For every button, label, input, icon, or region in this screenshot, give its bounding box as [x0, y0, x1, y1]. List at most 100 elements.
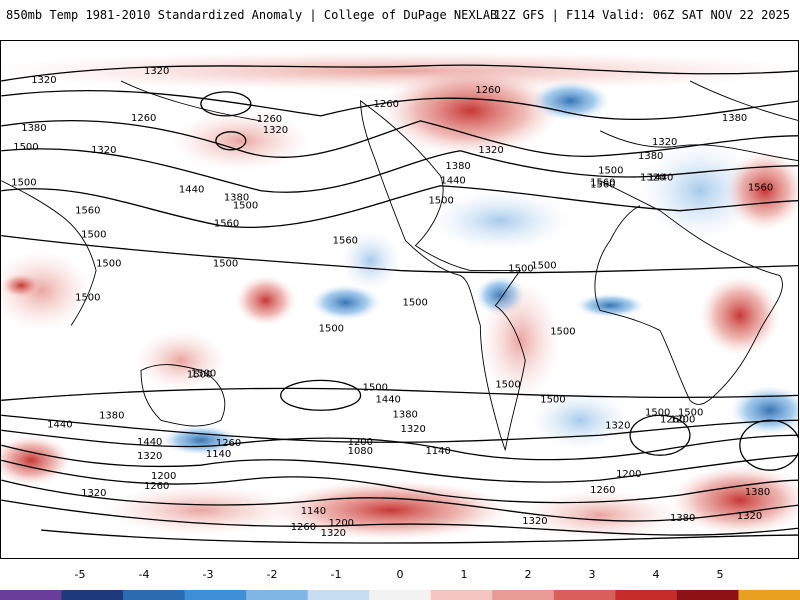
contour-label: 1500 — [213, 259, 238, 270]
colorbar-tick-label: -4 — [138, 568, 150, 581]
contour-label: 1380 — [745, 487, 770, 498]
colorbar-segment — [246, 590, 309, 600]
contour-label: 1380 — [638, 151, 663, 162]
contour-label: 1500 — [13, 142, 38, 153]
height-contours — [1, 64, 798, 544]
contour-label: 1500 — [233, 201, 258, 212]
contour-label: 1440 — [440, 176, 465, 187]
colorbar-segment — [615, 590, 678, 600]
contour-label: 1140 — [301, 506, 326, 517]
contour-label: 1440 — [648, 173, 673, 184]
colorbar-segment — [430, 590, 493, 600]
colorbar-tick-label: 2 — [524, 568, 532, 581]
colorbar-segment — [553, 590, 616, 600]
contour-label: 1140 — [206, 449, 231, 460]
colorbar-segment — [61, 590, 124, 600]
map-title: 850mb Temp 1981-2010 Standardized Anomal… — [6, 8, 498, 22]
contour-label: 1200 — [670, 414, 695, 425]
contour-label: 1320 — [401, 424, 426, 435]
contour-label: 1320 — [522, 516, 547, 527]
contour-label: 1560 — [214, 219, 239, 230]
colorbar-tick-label: -1 — [330, 568, 342, 581]
model-run-info: 12Z GFS | F114 Valid: 06Z SAT NOV 22 202… — [493, 8, 790, 22]
contour-label: 1500 — [495, 379, 520, 390]
contour-label: 1320 — [31, 75, 56, 86]
colorbar-segment — [369, 590, 432, 600]
contour-label: 1560 — [590, 178, 615, 189]
contour-label: 1500 — [645, 407, 670, 418]
colorbar-segment — [123, 590, 186, 600]
contour-label: 1260 — [590, 485, 615, 496]
contour-label: 1500 — [11, 178, 36, 189]
colorbar-tick-label: 0 — [396, 568, 404, 581]
contour-label: 1320 — [91, 145, 116, 156]
anomaly-shading — [1, 50, 798, 541]
contour-label: 1500 — [428, 196, 453, 207]
contour-label: 1320 — [81, 488, 106, 499]
contour-label: 1260 — [291, 522, 316, 533]
contour-label: 1500 — [187, 369, 212, 380]
contour-label: 1200 — [329, 518, 354, 529]
contour-label: 1500 — [550, 326, 575, 337]
colorbar-tick-label: 1 — [460, 568, 468, 581]
contour-label: 1380 — [445, 161, 470, 172]
anomaly-map: 1320 1320 1260 1380 1500 1320 1260 1320 … — [0, 40, 799, 559]
contour-label: 1500 — [96, 259, 121, 270]
contour-label: 1380 — [99, 410, 124, 421]
contour-label: 1500 — [598, 166, 623, 177]
colorbar-segment — [492, 590, 555, 600]
header: 850mb Temp 1981-2010 Standardized Anomal… — [0, 0, 800, 30]
contour-label: 1500 — [81, 230, 106, 241]
contour-label: 1380 — [21, 123, 46, 134]
contour-label: 1320 — [652, 137, 677, 148]
contour-label: 1320 — [144, 66, 169, 77]
contour-label: 1320 — [321, 528, 346, 539]
contour-label: 1500 — [508, 264, 533, 275]
colorbar-tick-label: -3 — [202, 568, 214, 581]
contour-label: 1500 — [319, 323, 344, 334]
contour-label: 1200 — [616, 469, 641, 480]
colorbar-tick-label: -5 — [74, 568, 86, 581]
contour-label: 1260 — [660, 414, 685, 425]
contour-label: 1260 — [257, 114, 282, 125]
colorbar-tick-label: 4 — [652, 568, 660, 581]
contour-label: 1500 — [75, 293, 100, 304]
contour-label: 1320 — [605, 420, 630, 431]
contour-label: 1320 — [640, 173, 665, 184]
contour-label: 1380 — [722, 113, 747, 124]
contour-label: 1260 — [374, 99, 399, 110]
contour-label: 1500 — [678, 407, 703, 418]
contour-label: 1200 — [151, 471, 176, 482]
contour-label: 1440 — [179, 185, 204, 196]
contour-label: 1440 — [47, 419, 72, 430]
contour-label: 1560 — [590, 180, 615, 191]
colorbar-segment — [307, 590, 370, 600]
contour-label: 1440 — [376, 394, 401, 405]
colorbar-tick-label: 3 — [588, 568, 596, 581]
colorbar-bar — [0, 590, 800, 600]
contour-label: 1560 — [748, 183, 773, 194]
map-svg: 1320 1320 1260 1380 1500 1320 1260 1320 … — [1, 50, 798, 544]
contour-label: 1380 — [670, 513, 695, 524]
contour-label: 1500 — [402, 297, 427, 308]
contour-label: 1140 — [425, 446, 450, 457]
contour-label: 1260 — [216, 438, 241, 449]
contour-label: 1500 — [191, 368, 216, 379]
contour-label: 1080 — [348, 446, 373, 457]
contour-label: 1320 — [263, 125, 288, 136]
contour-label: 1440 — [137, 437, 162, 448]
contour-label: 1200 — [348, 437, 373, 448]
contour-label: 1260 — [144, 481, 169, 492]
contour-label: 1320 — [478, 145, 503, 156]
contour-label: 1380 — [393, 409, 418, 420]
colorbar-segment — [184, 590, 247, 600]
colorbar-segment — [0, 590, 63, 600]
contour-label: 1260 — [131, 113, 156, 124]
contour-label: 1500 — [540, 394, 565, 405]
contour-label: 1500 — [363, 382, 388, 393]
colorbar-segment — [738, 590, 800, 600]
contour-label: 1560 — [333, 236, 358, 247]
coastlines — [1, 80, 798, 451]
contour-labels: 1320 1320 1260 1380 1500 1320 1260 1320 … — [11, 66, 773, 539]
contour-label: 1500 — [531, 261, 556, 272]
